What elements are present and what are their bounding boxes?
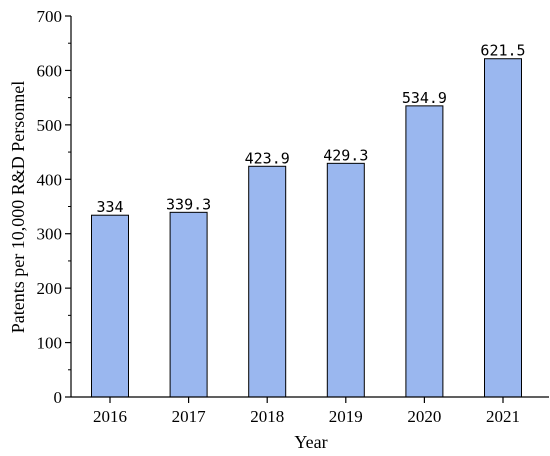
x-axis-title: Year <box>294 432 327 452</box>
y-tick-label-600: 600 <box>37 61 63 80</box>
x-axis: 2016 2017 2018 2019 2020 2021 <box>71 396 549 426</box>
bar-2018 <box>248 165 287 398</box>
y-tick-label-0: 0 <box>54 388 63 407</box>
y-tick-label-300: 300 <box>37 225 63 244</box>
data-label-2020: 534.9 <box>402 89 447 107</box>
data-label-2017: 339.3 <box>166 195 211 213</box>
y-tick-label-100: 100 <box>37 334 63 353</box>
y-tick-label-400: 400 <box>37 170 63 189</box>
y-tick-label-700: 700 <box>37 7 63 26</box>
x-tick-label-2019: 2019 <box>329 407 363 426</box>
x-tick-label-2018: 2018 <box>250 407 284 426</box>
data-label-2018: 423.9 <box>245 149 290 167</box>
y-tick-label-200: 200 <box>37 279 63 298</box>
data-label-2016: 334 <box>96 198 123 216</box>
y-axis: 0 100 200 300 400 500 600 700 <box>37 7 72 407</box>
y-tick-label-500: 500 <box>37 116 63 135</box>
x-tick-label-2016: 2016 <box>93 407 127 426</box>
bar-2017 <box>169 211 208 398</box>
y-axis-title: Patents per 10,000 R&D Personnel <box>8 81 28 333</box>
x-tick-label-2020: 2020 <box>407 407 441 426</box>
x-tick-label-2021: 2021 <box>486 407 520 426</box>
bar-2020 <box>405 105 444 398</box>
data-label-2021: 621.5 <box>480 42 525 60</box>
x-tick-label-2017: 2017 <box>172 407 207 426</box>
bar-2021 <box>484 58 522 398</box>
bars-group <box>91 58 522 398</box>
bar-2016 <box>91 214 129 398</box>
data-labels-group: 334 339.3 423.9 429.3 534.9 621.5 <box>96 42 525 216</box>
bar-2019 <box>326 162 365 398</box>
data-label-2019: 429.3 <box>323 146 368 164</box>
